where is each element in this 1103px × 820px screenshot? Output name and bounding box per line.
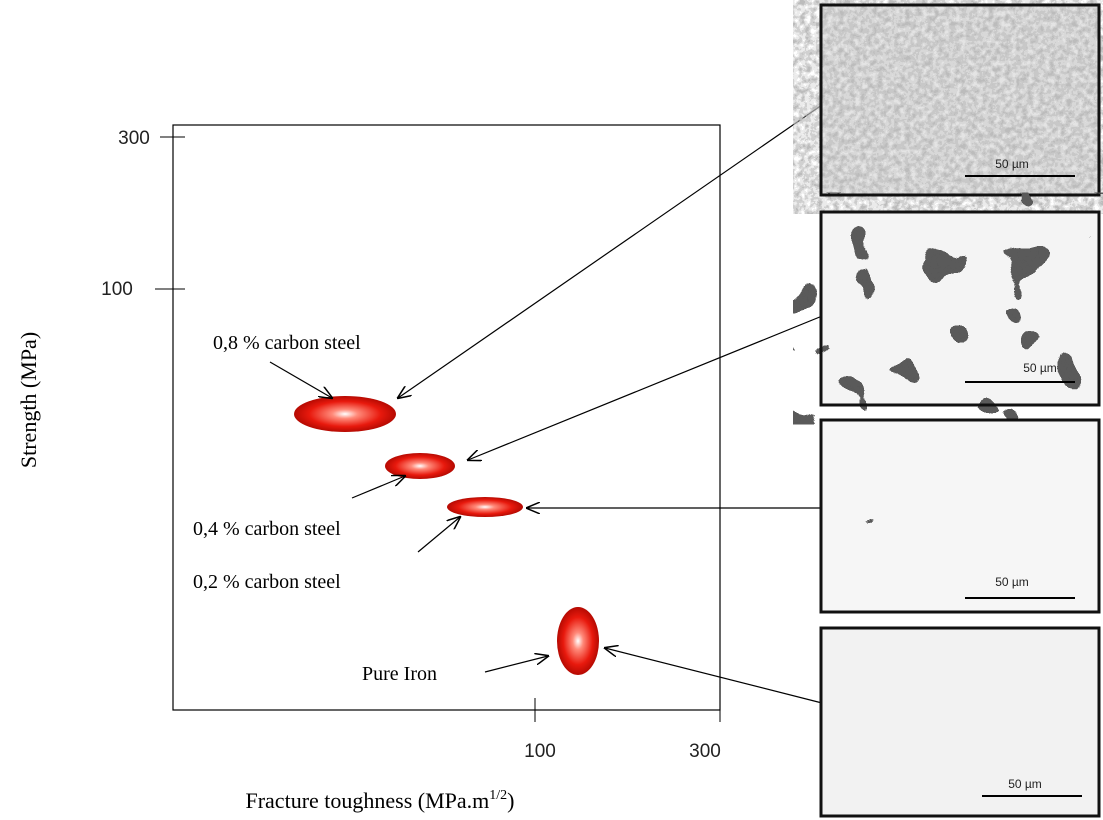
scale-label: 50 µm <box>995 157 1029 171</box>
region-label: 0,4 % carbon steel <box>193 518 341 540</box>
label-arrow <box>485 656 548 672</box>
x-tick-label: 300 <box>689 741 721 762</box>
x-axis-label-sup: 1/2 <box>489 788 507 803</box>
y-axis-label: Strength (MPa) <box>16 332 41 468</box>
image-arrow <box>605 648 822 703</box>
y-tick-label: 100 <box>101 279 133 300</box>
label-arrow <box>352 476 405 498</box>
label-arrow <box>270 362 332 398</box>
y-tick-label: 300 <box>118 128 150 149</box>
diagram: 300 100 100 300 Strength (MPa) Fracture … <box>0 0 1103 820</box>
scale-label: 50 µm <box>1023 361 1057 375</box>
x-axis-label-text: Fracture toughness (MPa.m <box>245 788 489 813</box>
region <box>447 497 523 517</box>
plot-frame <box>173 125 720 710</box>
region-label: Pure Iron <box>362 663 437 685</box>
image-arrow <box>468 312 832 460</box>
x-tick-label: 100 <box>524 741 556 762</box>
region <box>294 396 396 432</box>
micrograph: 50 µm <box>821 5 1099 195</box>
micrograph: 50 µm <box>821 628 1099 816</box>
label-arrow <box>418 517 460 552</box>
scale-label: 50 µm <box>1008 777 1042 791</box>
x-axis-label: Fracture toughness (MPa.m1/2) <box>245 788 514 813</box>
micrograph: 50 µm <box>821 420 1099 612</box>
region <box>385 453 455 479</box>
region-label: 0,8 % carbon steel <box>213 332 361 354</box>
x-axis-label-close: ) <box>507 788 514 813</box>
micrograph: 50 µm <box>821 212 1099 405</box>
region-label: 0,2 % carbon steel <box>193 571 341 593</box>
scale-label: 50 µm <box>995 575 1029 589</box>
image-arrow <box>398 98 832 398</box>
region <box>557 607 599 675</box>
